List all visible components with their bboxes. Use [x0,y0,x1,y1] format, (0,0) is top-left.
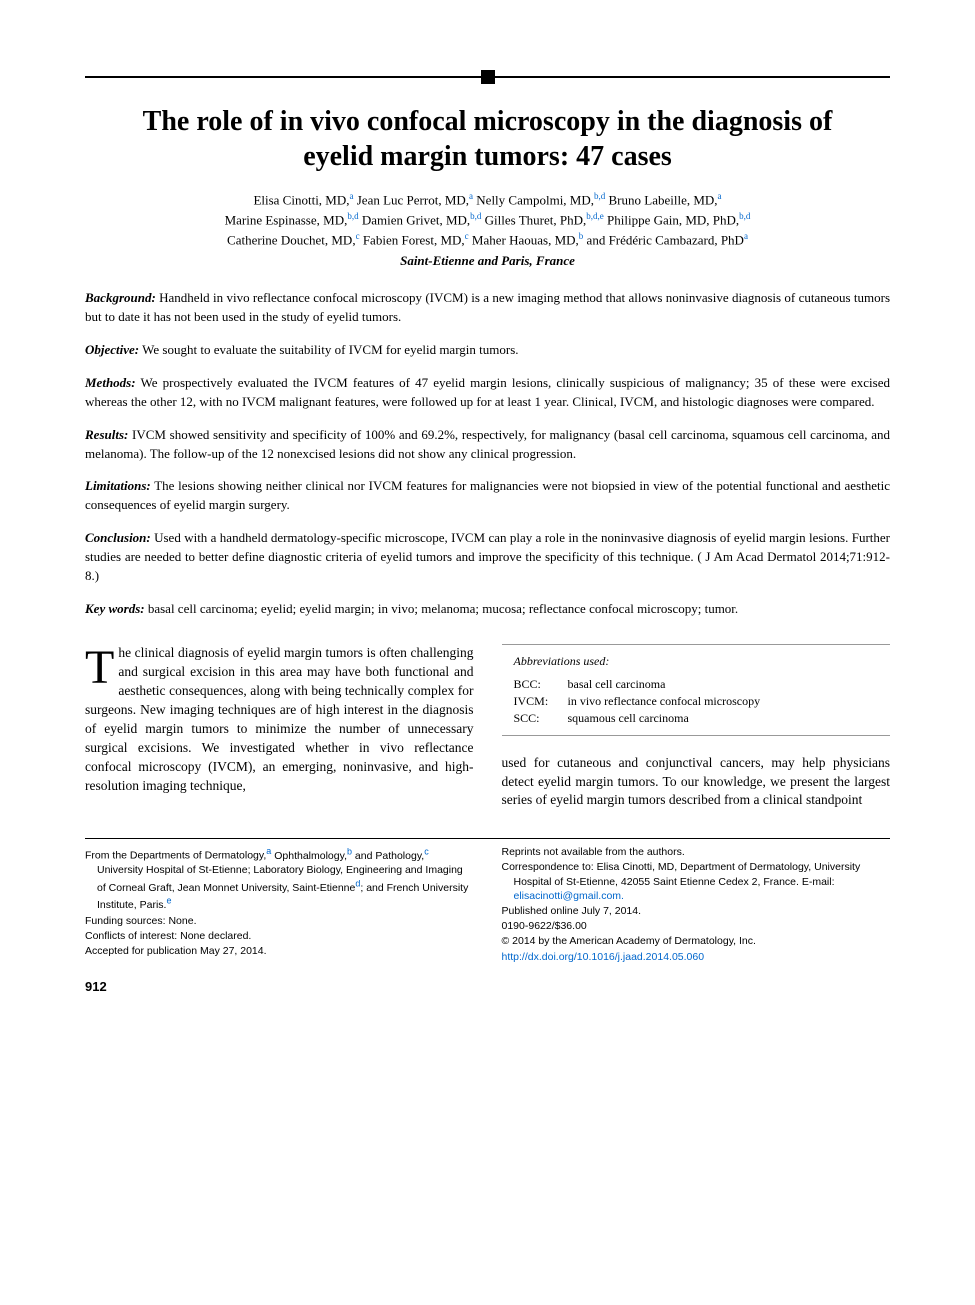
abstract-results: Results: IVCM showed sensitivity and spe… [85,426,890,464]
correspondence-note: Correspondence to: Elisa Cinotti, MD, De… [502,860,891,903]
abbrev-row: IVCM: in vivo reflectance confocal micro… [514,693,879,710]
body-columns: The clinical diagnosis of eyelid margin … [85,644,890,810]
conflicts-note: Conflicts of interest: None declared. [85,929,474,943]
abstract-text-conclusion: Used with a handheld dermatology-specifi… [85,530,890,583]
abbreviations-box: Abbreviations used: BCC: basal cell carc… [502,644,891,735]
abstract-label-limitations: Limitations: [85,478,151,493]
abstract-text-objective: We sought to evaluate the suitability of… [139,342,518,357]
affiliation-note: From the Departments of Dermatology,a Op… [85,845,474,912]
dropcap: T [85,644,118,689]
issn-note: 0190-9622/$36.00 [502,919,891,933]
accepted-note: Accepted for publication May 27, 2014. [85,944,474,958]
abbrev-val: basal cell carcinoma [568,676,666,693]
abstract-methods: Methods: We prospectively evaluated the … [85,374,890,412]
title-ornament [85,70,890,84]
ornament-line-right [495,76,891,78]
abstract-conclusion: Conclusion: Used with a handheld dermato… [85,529,890,586]
abstract-text-limitations: The lesions showing neither clinical nor… [85,478,890,512]
ornament-line-left [85,76,481,78]
abbrev-row: BCC: basal cell carcinoma [514,676,879,693]
abbrev-row: SCC: squamous cell carcinoma [514,710,879,727]
abbrev-key: BCC: [514,676,568,693]
intro-text: he clinical diagnosis of eyelid margin t… [85,645,474,792]
abstract-label-keywords: Key words: [85,601,145,616]
article-title: The role of in vivo confocal microscopy … [115,104,860,174]
abstract-keywords: Key words: basal cell carcinoma; eyelid;… [85,600,890,619]
abstract-label-methods: Methods: [85,375,136,390]
authors-block: Elisa Cinotti, MD,a Jean Luc Perrot, MD,… [85,190,890,249]
footnotes-right: Reprints not available from the authors.… [502,839,891,964]
abstract-text-methods: We prospectively evaluated the IVCM feat… [85,375,890,409]
body-column-right: Abbreviations used: BCC: basal cell carc… [502,644,891,810]
abstract-label-objective: Objective: [85,342,139,357]
ornament-square [481,70,495,84]
published-note: Published online July 7, 2014. [502,904,891,918]
page-number: 912 [85,979,890,994]
body-column-left: The clinical diagnosis of eyelid margin … [85,644,474,810]
abstract-label-results: Results: [85,427,128,442]
abstract-label-background: Background: [85,290,156,305]
correspondence-email[interactable]: elisacinotti@gmail.com. [514,890,624,902]
abbrev-val: in vivo reflectance confocal microscopy [568,693,761,710]
funding-note: Funding sources: None. [85,914,474,928]
abbreviations-title: Abbreviations used: [514,653,879,670]
abstract-label-conclusion: Conclusion: [85,530,151,545]
abstract-background: Background: Handheld in vivo reflectance… [85,289,890,327]
correspondence-text: Correspondence to: Elisa Cinotti, MD, De… [502,861,861,887]
abbrev-val: squamous cell carcinoma [568,710,689,727]
copyright-note: © 2014 by the American Academy of Dermat… [502,934,891,948]
abstract: Background: Handheld in vivo reflectance… [85,289,890,618]
intro-continuation: used for cutaneous and conjunctival canc… [502,754,891,811]
intro-paragraph: The clinical diagnosis of eyelid margin … [85,644,474,795]
abstract-text-results: IVCM showed sensitivity and specificity … [85,427,890,461]
affiliation-prefix: From the Departments of Dermatology, [85,850,266,862]
abstract-objective: Objective: We sought to evaluate the sui… [85,341,890,360]
footnotes: From the Departments of Dermatology,a Op… [85,838,890,964]
abstract-text-background: Handheld in vivo reflectance confocal mi… [85,290,890,324]
abstract-text-keywords: basal cell carcinoma; eyelid; eyelid mar… [145,601,739,616]
abbrev-key: SCC: [514,710,568,727]
reprints-note: Reprints not available from the authors. [502,845,891,859]
location: Saint-Etienne and Paris, France [85,253,890,269]
abstract-limitations: Limitations: The lesions showing neither… [85,477,890,515]
footnotes-left: From the Departments of Dermatology,a Op… [85,839,474,964]
abbrev-key: IVCM: [514,693,568,710]
doi-link[interactable]: http://dx.doi.org/10.1016/j.jaad.2014.05… [502,950,891,964]
